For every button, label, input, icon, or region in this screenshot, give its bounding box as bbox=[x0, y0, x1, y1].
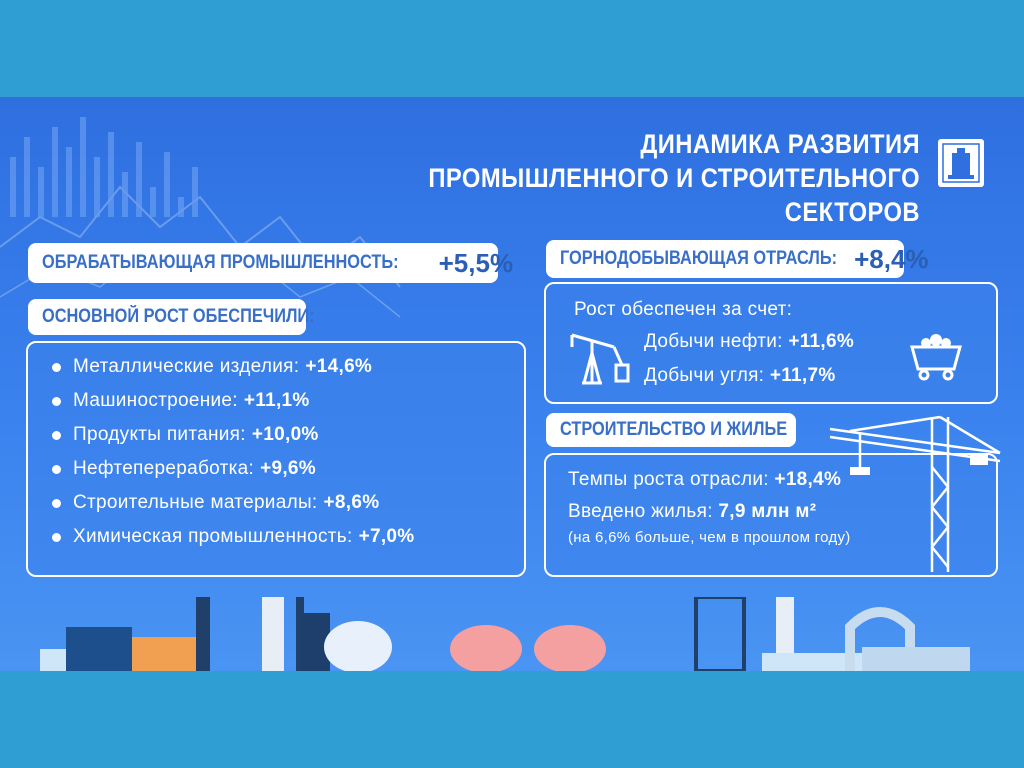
mining-value: +8,4% bbox=[854, 243, 929, 274]
oil-line: Добычи нефти: +11,6% bbox=[644, 331, 855, 352]
list-item: Продукты питания: +10,0% bbox=[52, 418, 414, 452]
title-line-2: ПРОМЫШЛЕННОГО И СТРОИТЕЛЬНОГО СЕКТОРОВ bbox=[428, 163, 920, 227]
construction-label: СТРОИТЕЛЬСТВО И ЖИЛЬЕ bbox=[560, 419, 788, 440]
emblem-icon bbox=[938, 139, 984, 187]
construction-header: СТРОИТЕЛЬСТВО И ЖИЛЬЕ bbox=[546, 413, 796, 447]
housing-line: Введено жилья: 7,9 млн м² bbox=[568, 501, 817, 522]
list-item: Металлические изделия: +14,6% bbox=[52, 350, 414, 384]
mining-intro: Рост обеспечен за счет: bbox=[574, 299, 793, 320]
crane-icon bbox=[829, 415, 1001, 572]
growth-header: ОСНОВНОЙ РОСТ ОБЕСПЕЧИЛИ: bbox=[28, 299, 315, 335]
list-item: Химическая промышленность: +7,0% bbox=[52, 520, 414, 554]
construction-box bbox=[544, 453, 998, 577]
list-item: Машиностроение: +11,1% bbox=[52, 384, 414, 418]
title-line-1: ДИНАМИКА РАЗВИТИЯ bbox=[640, 129, 920, 159]
list-item: Нефтепереработка: +9,6% bbox=[52, 452, 414, 486]
coal-line: Добычи угля: +11,7% bbox=[644, 365, 836, 386]
construction-growth: Темпы роста отрасли: +18,4% bbox=[568, 469, 842, 490]
list-item: Строительные материалы: +8,6% bbox=[52, 486, 414, 520]
housing-note: (на 6,6% больше, чем в прошлом году) bbox=[568, 529, 851, 546]
manufacturing-header: ОБРАБАТЫВАЮЩАЯ ПРОМЫШЛЕННОСТЬ: +5,5% bbox=[28, 243, 513, 283]
coal-cart-icon bbox=[910, 334, 962, 381]
growth-header-label: ОСНОВНОЙ РОСТ ОБЕСПЕЧИЛИ: bbox=[42, 306, 315, 327]
manufacturing-list: Металлические изделия: +14,6% Машинострое… bbox=[52, 350, 414, 554]
manufacturing-list-box bbox=[26, 341, 526, 577]
manufacturing-value: +5,5% bbox=[438, 247, 514, 278]
factory-skyline-icon bbox=[40, 597, 970, 671]
mining-header: ГОРНОДОБЫВАЮЩАЯ ОТРАСЛЬ: +8,4% bbox=[546, 240, 929, 278]
oil-pump-icon bbox=[570, 333, 630, 385]
infographic: ДИНАМИКА РАЗВИТИЯ ПРОМЫШЛЕННОГО И СТРОИТ… bbox=[0, 97, 1024, 671]
manufacturing-label: ОБРАБАТЫВАЮЩАЯ ПРОМЫШЛЕННОСТЬ: bbox=[42, 252, 399, 273]
page-title: ДИНАМИКА РАЗВИТИЯ ПРОМЫШЛЕННОГО И СТРОИТ… bbox=[366, 127, 920, 229]
mining-label: ГОРНОДОБЫВАЮЩАЯ ОТРАСЛЬ: bbox=[560, 248, 838, 269]
